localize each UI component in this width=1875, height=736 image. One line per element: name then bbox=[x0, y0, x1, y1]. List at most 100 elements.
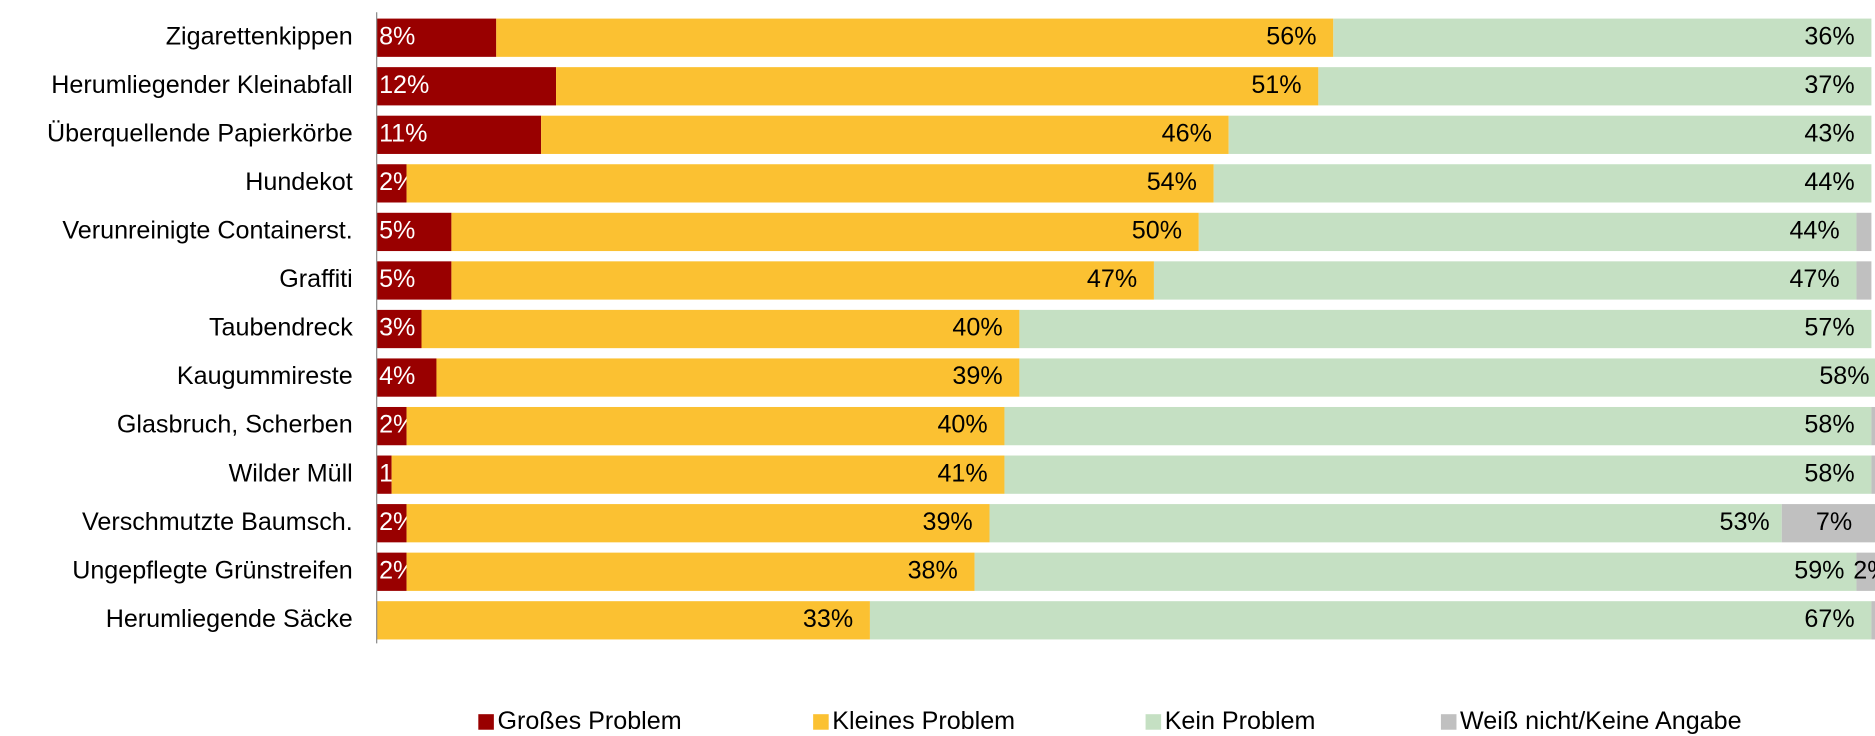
data-label: 53% bbox=[1720, 508, 1770, 536]
data-label: 7% bbox=[1816, 508, 1852, 536]
data-label: 5% bbox=[379, 265, 415, 293]
bar-segment bbox=[376, 504, 407, 543]
bar-segment bbox=[1153, 261, 1857, 300]
bar-segment bbox=[376, 18, 497, 57]
bar-segment bbox=[1856, 212, 1872, 252]
bar-segment bbox=[1871, 601, 1875, 640]
data-label: 8% bbox=[379, 22, 415, 50]
bar-segment bbox=[1004, 406, 1872, 446]
data-label: 37% bbox=[1804, 71, 1854, 99]
data-label: 46% bbox=[1162, 119, 1212, 147]
legend-swatch bbox=[478, 714, 494, 730]
bar-segment bbox=[1019, 309, 1872, 349]
legend-swatch bbox=[1145, 714, 1162, 730]
data-label: 47% bbox=[1087, 265, 1137, 293]
legend-label: Kleines Problem bbox=[832, 707, 1015, 735]
data-label: 3% bbox=[379, 314, 415, 342]
bar-segment bbox=[869, 601, 1872, 640]
bar-segment bbox=[376, 212, 452, 252]
y-tick-label: Ungepflegte Grünstreifen bbox=[72, 556, 353, 584]
legend-label: Kein Problem bbox=[1165, 707, 1316, 735]
data-label: 40% bbox=[952, 314, 1002, 342]
bar-segment bbox=[1333, 18, 1872, 57]
bar-segment bbox=[391, 455, 1005, 494]
data-label: 38% bbox=[908, 556, 958, 584]
bar-segment bbox=[406, 406, 1005, 446]
data-label: 4% bbox=[379, 362, 415, 390]
data-label: 47% bbox=[1789, 265, 1839, 293]
bar-segment bbox=[376, 115, 542, 154]
y-tick-label: Zigarettenkippen bbox=[166, 22, 353, 50]
data-label: 33% bbox=[803, 605, 853, 633]
bar-segment bbox=[376, 406, 407, 446]
bar-segment bbox=[376, 552, 407, 591]
bar-segment bbox=[451, 212, 1199, 252]
data-label: 41% bbox=[937, 459, 987, 487]
bar-segment bbox=[974, 552, 1857, 591]
y-tick-label: Glasbruch, Scherben bbox=[117, 411, 353, 439]
data-label: 11% bbox=[379, 119, 427, 147]
data-label: 5% bbox=[379, 217, 415, 245]
data-label: 50% bbox=[1132, 217, 1182, 245]
bar-segment bbox=[406, 504, 990, 543]
data-label: 39% bbox=[952, 362, 1002, 390]
y-tick-label: Kaugummireste bbox=[177, 362, 353, 390]
data-label: 67% bbox=[1804, 605, 1854, 633]
data-label: 54% bbox=[1147, 168, 1197, 196]
bar-segment bbox=[541, 115, 1229, 154]
bar-segment bbox=[1198, 212, 1857, 252]
bar-segment bbox=[376, 601, 870, 640]
bar-segment bbox=[1781, 504, 1875, 543]
bar-segment bbox=[989, 504, 1782, 543]
bar-segment bbox=[1228, 115, 1872, 154]
bar-segment bbox=[1213, 164, 1872, 203]
y-tick-label: Taubendreck bbox=[209, 314, 353, 342]
bar-segment bbox=[1856, 552, 1875, 591]
data-label: 39% bbox=[923, 508, 973, 536]
data-label: 59% bbox=[1794, 556, 1844, 584]
bar-segment bbox=[406, 552, 975, 591]
bar-segment bbox=[556, 67, 1319, 106]
data-label: 58% bbox=[1819, 362, 1869, 390]
y-tick-label: Verunreinigte Containerst. bbox=[62, 217, 352, 245]
legend-label: Weiß nicht/Keine Angabe bbox=[1460, 707, 1742, 735]
data-label: 58% bbox=[1804, 459, 1854, 487]
bar-segment bbox=[1871, 455, 1875, 494]
data-label: 40% bbox=[937, 411, 987, 439]
data-label: 43% bbox=[1804, 119, 1854, 147]
bar-segment bbox=[1871, 406, 1875, 446]
data-label: 12% bbox=[379, 71, 429, 99]
bar-segment bbox=[1856, 261, 1872, 300]
y-tick-label: Graffiti bbox=[279, 265, 353, 293]
data-label: 57% bbox=[1804, 314, 1854, 342]
data-label: 2% bbox=[1853, 556, 1875, 584]
data-label: 44% bbox=[1804, 168, 1854, 196]
bar-segment bbox=[376, 164, 407, 203]
bar-segment bbox=[376, 261, 452, 300]
bar-segment bbox=[376, 67, 557, 106]
legend-swatch bbox=[813, 714, 829, 730]
y-tick-label: Herumliegender Kleinabfall bbox=[51, 71, 352, 99]
bar-segment bbox=[451, 261, 1154, 300]
y-tick-label: Verschmutzte Baumsch. bbox=[82, 508, 353, 536]
data-label: 58% bbox=[1804, 411, 1854, 439]
bar-segment bbox=[496, 18, 1334, 57]
data-label: 56% bbox=[1266, 22, 1316, 50]
legend-swatch bbox=[1440, 714, 1457, 730]
bar-segment bbox=[1019, 358, 1875, 397]
data-label: 51% bbox=[1251, 71, 1301, 99]
bar-segment bbox=[376, 358, 437, 397]
bar-segment bbox=[1004, 455, 1872, 494]
bar-segment bbox=[1318, 67, 1872, 106]
data-label: 36% bbox=[1804, 22, 1854, 50]
bar-segment bbox=[406, 164, 1214, 203]
bar-segment bbox=[376, 455, 392, 494]
y-tick-label: Überquellende Papierkörbe bbox=[47, 119, 353, 147]
bar-segment bbox=[376, 309, 422, 349]
y-tick-label: Hundekot bbox=[245, 168, 353, 196]
y-tick-label: Herumliegende Säcke bbox=[106, 605, 353, 633]
bar-segment bbox=[421, 309, 1020, 349]
data-label: 44% bbox=[1789, 217, 1839, 245]
legend-label: Großes Problem bbox=[497, 707, 681, 735]
